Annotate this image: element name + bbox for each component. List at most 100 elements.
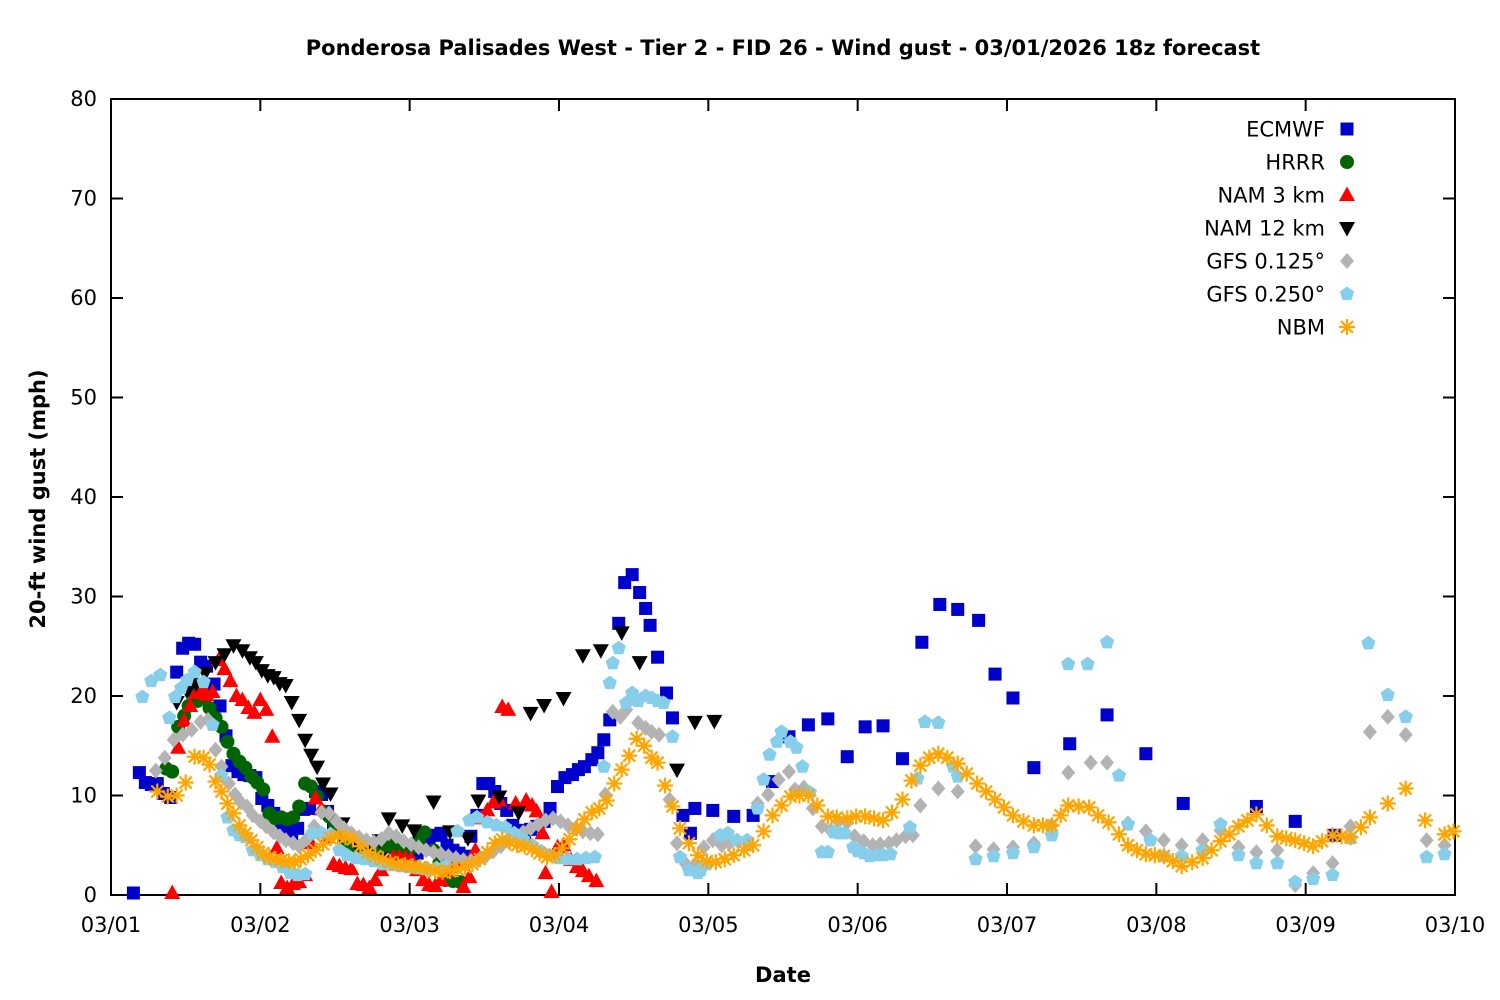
- legend-item-hrrr: HRRR: [1265, 151, 1354, 175]
- legend-marker-nbm-icon: [1339, 319, 1355, 335]
- gfs-0-250-data-point: [1111, 768, 1127, 782]
- gfs-0-250-data-point: [450, 823, 465, 838]
- nbm-data-point: [809, 797, 826, 814]
- nam-12-km-data-point: [686, 715, 703, 731]
- gfs-0-250-data-point: [1398, 709, 1413, 723]
- nbm-data-point: [621, 747, 638, 764]
- nam-12-km-data-point: [510, 806, 527, 821]
- gfs-0-125-data-point: [968, 838, 983, 855]
- gfs-0-125-data-point: [1398, 726, 1413, 743]
- gfs-0-250-data-point: [153, 667, 168, 682]
- gfs-0-250-data-point: [672, 849, 688, 864]
- gfs-0-250-data-point: [917, 714, 932, 728]
- gfs-0-250-data-point: [750, 800, 765, 815]
- nbm-data-point: [649, 754, 666, 771]
- nam-3-km-data-point: [534, 824, 551, 840]
- y-tick-label: 40: [70, 485, 97, 509]
- legend-marker-gfs-0-250-icon: [1339, 286, 1355, 301]
- nbm-data-point: [1361, 809, 1378, 826]
- ecmwf-data-point: [676, 808, 690, 822]
- gfs-0-250-data-point: [986, 848, 1001, 863]
- legend: ECMWF HRRR NAM 3 km NAM 12 km GFS 0.125° GFS …: [1204, 118, 1355, 340]
- nam-3-km-data-point: [455, 878, 472, 894]
- nbm-data-point: [225, 805, 242, 822]
- ecmwf-data-point: [915, 635, 929, 649]
- ecmwf-data-point: [132, 766, 146, 780]
- gfs-0-125-data-point: [652, 726, 667, 743]
- nbm-data-point: [800, 787, 817, 804]
- nam-3-km-data-point: [361, 879, 378, 895]
- gfs-0-125-data-point: [1419, 832, 1434, 849]
- nam-3-km-data-point: [543, 883, 560, 899]
- x-axis-ticks: 03/01 03/02 03/03 03/04 03/05 03/06 03/07 03/08…: [81, 99, 1485, 937]
- nam-3-km-data-point: [204, 683, 221, 699]
- nbm-data-point: [546, 847, 563, 864]
- nam-3-km-data-point: [264, 728, 281, 743]
- gfs-0-125-data-point: [1174, 837, 1189, 854]
- gfs-0-250-data-point: [196, 674, 211, 689]
- ecmwf-data-point: [434, 826, 448, 840]
- gfs-0-125-data-point: [950, 783, 965, 800]
- legend-item-nam-3-km: NAM 3 km: [1217, 184, 1355, 208]
- x-tick-label: 03/06: [827, 913, 888, 937]
- nam-3-km-data-point: [580, 867, 597, 883]
- ecmwf-data-point: [706, 803, 720, 817]
- y-tick-label: 0: [84, 883, 97, 907]
- ecmwf-data-point: [639, 601, 653, 615]
- gfs-0-125-data-point: [1362, 723, 1377, 740]
- nbm-data-point: [1258, 817, 1275, 834]
- nbm-data-point: [1111, 826, 1127, 843]
- nbm-data-point: [1342, 829, 1359, 846]
- nam-12-km-data-point: [322, 787, 339, 803]
- x-tick-label: 03/08: [1126, 913, 1187, 937]
- nbm-data-point: [1212, 833, 1229, 850]
- gfs-0-250-data-point: [298, 866, 313, 881]
- legend-label-nam-12-km: NAM 12 km: [1204, 217, 1325, 241]
- nbm-data-point: [1043, 817, 1060, 834]
- gfs-0-250-data-point: [611, 640, 626, 655]
- ecmwf-data-point: [126, 886, 140, 900]
- nam-12-km-data-point: [470, 794, 487, 809]
- nbm-data-point: [1239, 812, 1256, 829]
- nam-3-km-data-point: [170, 739, 187, 754]
- nbm-data-point: [949, 755, 966, 772]
- nam-12-km-data-point: [247, 656, 264, 671]
- gfs-0-250-data-point: [587, 849, 602, 864]
- nbm-data-point: [903, 772, 920, 789]
- nbm-data-point: [1203, 842, 1220, 859]
- nam-3-km-data-point: [234, 691, 251, 706]
- legend-item-gfs-0-250: GFS 0.250°: [1206, 283, 1355, 307]
- y-tick-label: 50: [70, 386, 97, 410]
- y-tick-label: 60: [70, 286, 97, 310]
- ecmwf-data-point: [303, 801, 317, 815]
- gfs-0-250-data-point: [902, 819, 918, 834]
- nbm-data-point: [1397, 780, 1414, 797]
- nam-12-km-data-point: [631, 656, 648, 671]
- nam-12-km-data-point: [216, 648, 233, 663]
- gfs-0-250-data-point: [883, 846, 898, 861]
- legend-item-gfs-0-125: GFS 0.125°: [1206, 250, 1354, 274]
- nbm-data-point: [1052, 807, 1069, 824]
- hrrr-data-point: [220, 734, 235, 749]
- nbm-data-point: [1314, 833, 1331, 850]
- nam-3-km-data-point: [176, 712, 193, 727]
- gfs-0-250-data-point: [820, 844, 835, 859]
- nam-12-km-data-point: [291, 713, 308, 729]
- nbm-data-point: [1230, 818, 1247, 835]
- nbm-data-point: [464, 856, 481, 873]
- legend-item-nbm: NBM: [1277, 316, 1355, 340]
- nam-12-km-data-point: [380, 812, 397, 827]
- gfs-0-250-data-point: [656, 695, 671, 710]
- gfs-0-250-data-point: [596, 759, 611, 773]
- x-tick-label: 03/05: [678, 913, 739, 937]
- gfs-0-250-data-point: [1249, 855, 1264, 870]
- gfs-0-125-data-point: [1061, 764, 1076, 781]
- nam-12-km-data-point: [459, 832, 476, 847]
- nam-3-km-data-point: [588, 872, 605, 888]
- nam-3-km-data-point: [461, 868, 478, 884]
- nbm-data-point: [839, 810, 856, 827]
- nbm-data-point: [636, 737, 653, 754]
- ecmwf-data-point: [188, 637, 202, 651]
- legend-marker-gfs-0-125-icon: [1340, 253, 1354, 269]
- nbm-data-point: [213, 783, 230, 800]
